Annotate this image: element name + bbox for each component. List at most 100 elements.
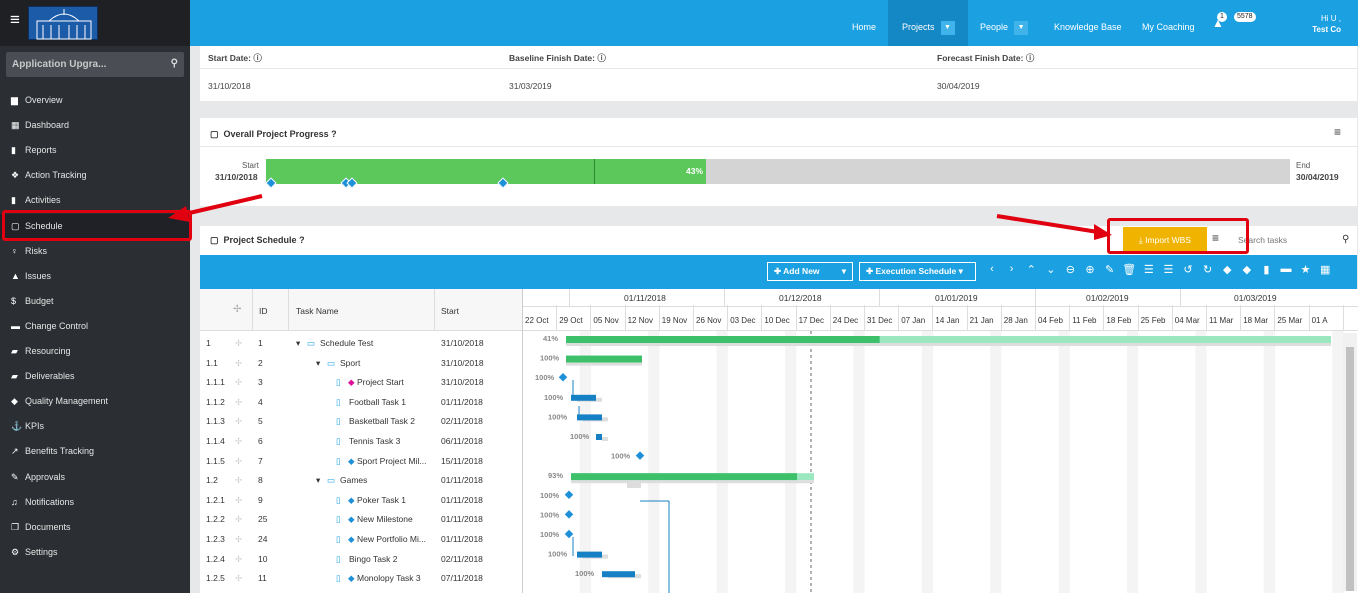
nav-home[interactable]: Home xyxy=(852,22,877,32)
company-logo[interactable] xyxy=(28,6,98,40)
task-name[interactable]: Schedule Test xyxy=(320,338,374,348)
indent-icon[interactable]: ☰ xyxy=(1143,264,1154,276)
search-icon[interactable]: ⚲ xyxy=(170,58,178,69)
hamburger-menu-icon[interactable]: ≡ xyxy=(10,10,20,29)
scrollbar-thumb[interactable] xyxy=(1346,347,1354,591)
column-id[interactable]: ID xyxy=(259,306,268,316)
sidebar-item-risks[interactable]: ♀ Risks xyxy=(0,239,190,264)
task-name[interactable]: Tennis Task 3 xyxy=(349,436,401,446)
grid-icon[interactable]: ▦ xyxy=(1319,264,1331,276)
sidebar-item-kpis[interactable]: ⚓ KPIs xyxy=(0,414,190,439)
add-new-button[interactable]: ✚ Add New ▾ xyxy=(767,262,853,281)
sidebar-item-issues[interactable]: ▲ Issues xyxy=(0,264,190,289)
sidebar-item-schedule[interactable]: ▢ Schedule xyxy=(0,213,190,239)
info-icon[interactable]: ⓘ xyxy=(253,53,262,63)
expand-caret-icon[interactable]: ▾ xyxy=(296,338,301,348)
task-name[interactable]: New Milestone xyxy=(357,514,413,525)
execution-schedule-button[interactable]: ✚ Execution Schedule ▾ xyxy=(859,262,976,281)
drag-handle-icon[interactable]: ✢ xyxy=(235,357,243,368)
table-row[interactable]: 1.1.3 ✢ 5 ▯ Basketball Task 2 02/11/2018 xyxy=(200,411,522,431)
pin-icon[interactable]: ★ xyxy=(1300,264,1311,276)
sidebar-item-quality-management[interactable]: ◆ Quality Management xyxy=(0,389,190,414)
sidebar-item-activities[interactable]: ▮ Activities xyxy=(0,188,190,213)
task-name[interactable]: Monolopy Task 3 xyxy=(357,573,421,584)
table-row[interactable]: 1.2.5 ✢ 11 ▯ ◆ Monolopy Task 3 07/11/2018 xyxy=(200,568,522,588)
redo-icon[interactable]: ↻ xyxy=(1202,264,1213,276)
collapse-icon[interactable]: ⌃ xyxy=(1026,264,1036,276)
drag-handle-icon[interactable]: ✢ xyxy=(235,534,243,544)
info-icon[interactable]: ⓘ xyxy=(597,53,606,63)
drag-handle-icon[interactable]: ✢ xyxy=(235,396,243,407)
expand-icon[interactable]: ⌄ xyxy=(1046,264,1056,276)
zoom-in-icon[interactable]: ⊕ xyxy=(1085,264,1095,276)
prev-icon[interactable]: ‹ xyxy=(990,263,994,275)
schedule-menu-icon[interactable]: ≡ xyxy=(1212,231,1220,245)
table-row[interactable]: 1 ✢ 1 ▾ ▭ Schedule Test 31/10/2018 xyxy=(200,333,522,353)
chevron-down-icon[interactable]: ▼ xyxy=(940,20,955,35)
task-name[interactable]: Bingo Task 2 xyxy=(349,553,398,564)
milestone-icon[interactable]: ◆ xyxy=(1222,264,1232,276)
search-tasks-input[interactable] xyxy=(1238,231,1338,249)
table-row[interactable]: 1.1.2 ✢ 4 ▯ Football Task 1 01/11/2018 xyxy=(200,392,522,412)
sidebar-item-reports[interactable]: ▮ Reports xyxy=(0,138,190,163)
task-name[interactable]: Sport xyxy=(340,357,361,368)
import-wbs-button[interactable]: ⤓ Import WBS xyxy=(1123,227,1207,253)
user-menu[interactable]: Hi U , Test Co xyxy=(1295,13,1341,35)
nav-knowledge-base[interactable]: Knowledge Base xyxy=(1054,22,1122,32)
bookmark-icon[interactable]: ▮ xyxy=(1263,264,1270,276)
drag-handle-icon[interactable]: ✢ xyxy=(235,436,243,446)
table-row[interactable]: 1.2.4 ✢ 10 ▯ Bingo Task 2 02/11/2018 xyxy=(200,549,522,569)
sidebar-item-change-control[interactable]: ▬ Change Control xyxy=(0,314,190,339)
table-row[interactable]: 1.2 ✢ 8 ▾ ▭ Games 01/11/2018 xyxy=(200,470,522,490)
table-row[interactable]: 1.2.3 ✢ 24 ▯ ◆ New Portfolio Mi... 01/11/2018 xyxy=(200,529,522,549)
table-row[interactable]: 1.2.1 ✢ 9 ▯ ◆ Poker Task 1 01/11/2018 xyxy=(200,490,522,510)
task-name[interactable]: New Portfolio Mi... xyxy=(357,534,426,544)
drag-handle-icon[interactable]: ✢ xyxy=(235,514,243,525)
sidebar-item-documents[interactable]: ❐ Documents xyxy=(0,515,190,540)
table-row[interactable]: 1.2.2 ✢ 25 ▯ ◆ New Milestone 01/11/2018 xyxy=(200,509,522,529)
task-name[interactable]: Basketball Task 2 xyxy=(349,416,415,427)
table-row[interactable]: 1.1.1 ✢ 3 ▯ ◆ Project Start 31/10/2018 xyxy=(200,372,522,392)
column-task-name[interactable]: Task Name xyxy=(296,306,339,316)
column-start[interactable]: Start xyxy=(441,306,459,316)
sidebar-item-action-tracking[interactable]: ❖ Action Tracking xyxy=(0,163,190,188)
delete-icon[interactable]: 🗑 xyxy=(1122,264,1137,276)
nav-projects[interactable]: Projects ▼ xyxy=(888,0,968,46)
nav-my-coaching[interactable]: My Coaching xyxy=(1142,22,1195,32)
help-icon[interactable]: ? xyxy=(331,129,337,139)
drag-handle-icon[interactable]: ✢ xyxy=(235,494,243,505)
sidebar-item-deliverables[interactable]: ▰ Deliverables xyxy=(0,364,190,389)
outdent-icon[interactable]: ☰ xyxy=(1163,264,1174,276)
sidebar-item-overview[interactable]: ▆ Overview xyxy=(0,88,190,113)
drag-handle-icon[interactable]: ✢ xyxy=(235,338,243,348)
task-name[interactable]: Football Task 1 xyxy=(349,396,407,407)
truck-icon[interactable]: ▬ xyxy=(1280,263,1292,275)
drag-handle-icon[interactable]: ✢ xyxy=(235,553,243,564)
table-row[interactable]: 1.1.5 ✢ 7 ▯ ◆ Sport Project Mil... 15/11/2018 xyxy=(200,451,522,471)
task-name[interactable]: Poker Task 1 xyxy=(357,494,406,505)
help-icon[interactable]: ? xyxy=(299,235,305,245)
sidebar-item-dashboard[interactable]: ▦ Dashboard xyxy=(0,113,190,138)
sidebar-item-approvals[interactable]: ✎ Approvals xyxy=(0,465,190,490)
progress-menu-icon[interactable]: ≡ xyxy=(1334,125,1342,139)
sidebar-item-budget[interactable]: $ Budget xyxy=(0,289,190,314)
info-icon[interactable]: ⓘ xyxy=(1025,53,1035,63)
nav-people[interactable]: People ▼ xyxy=(980,0,1029,46)
task-name[interactable]: Sport Project Mil... xyxy=(357,455,427,466)
task-name[interactable]: Games xyxy=(340,475,368,486)
drag-handle-icon[interactable]: ✢ xyxy=(235,573,243,584)
notifications-bell-icon[interactable]: ▲ 1 5578 xyxy=(1212,12,1256,30)
project-selector[interactable]: Application Upgra... ⚲ xyxy=(6,52,184,77)
task-name[interactable]: Project Start xyxy=(357,377,404,388)
drag-handle-icon[interactable]: ✢ xyxy=(233,304,242,315)
sidebar-item-benefits-tracking[interactable]: ↗ Benefits Tracking xyxy=(0,439,190,464)
table-row[interactable]: 1.1 ✢ 2 ▾ ▭ Sport 31/10/2018 xyxy=(200,353,522,373)
sidebar-item-notifications[interactable]: ♫ Notifications xyxy=(0,490,190,515)
drag-handle-icon[interactable]: ✢ xyxy=(235,377,243,388)
drag-handle-icon[interactable]: ✢ xyxy=(235,455,243,466)
edit-icon[interactable]: ✎ xyxy=(1104,264,1115,276)
expand-caret-icon[interactable]: ▾ xyxy=(316,357,321,368)
next-icon[interactable]: › xyxy=(1009,263,1014,275)
expand-caret-icon[interactable]: ▾ xyxy=(316,475,321,486)
search-icon[interactable]: ⚲ xyxy=(1342,234,1350,245)
